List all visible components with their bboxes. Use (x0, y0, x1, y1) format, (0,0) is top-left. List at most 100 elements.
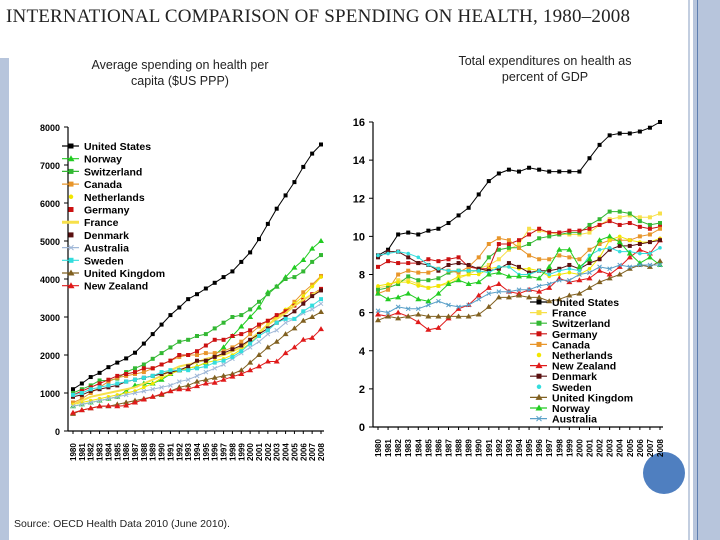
data-point (301, 164, 306, 169)
data-point (426, 257, 431, 262)
data-point (318, 309, 324, 315)
data-point (416, 255, 421, 260)
data-point (506, 167, 511, 172)
x-tick-label: 1986 (434, 439, 443, 457)
data-point (526, 294, 533, 300)
x-tick-label: 1992 (495, 439, 504, 457)
data-point (527, 165, 532, 170)
x-tick-label: 1987 (445, 439, 454, 457)
data-point (256, 339, 262, 345)
data-point (318, 301, 324, 307)
data-point (597, 217, 602, 222)
data-point (202, 380, 209, 386)
data-point (230, 315, 235, 319)
data-point (265, 221, 270, 226)
data-point (203, 332, 208, 337)
data-point (617, 249, 622, 254)
data-point (596, 267, 603, 273)
x-tick-label: 1986 (122, 443, 131, 461)
data-point (567, 255, 572, 260)
legend-label: United Kingdom (552, 392, 633, 404)
data-point (496, 247, 501, 252)
data-point (496, 289, 502, 295)
data-point (319, 288, 323, 293)
data-point (186, 353, 191, 357)
data-point (587, 253, 592, 258)
data-point (416, 284, 421, 288)
data-point (626, 254, 633, 260)
data-point (114, 403, 121, 409)
data-point (536, 331, 542, 337)
data-point (141, 362, 146, 367)
data-point (455, 277, 462, 283)
data-point (194, 383, 200, 389)
x-tick-label: 1984 (104, 443, 113, 461)
data-point (265, 331, 271, 337)
data-point (309, 334, 316, 340)
data-point (426, 228, 431, 233)
x-tick-label: 1989 (465, 439, 474, 457)
data-point (150, 356, 155, 361)
data-point (79, 381, 84, 386)
data-point (596, 237, 603, 243)
data-point (88, 375, 93, 380)
x-tick-label: 1988 (455, 439, 464, 457)
x-tick-label: 2008 (317, 443, 326, 461)
data-point (68, 181, 74, 187)
x-tick-label: 2007 (308, 443, 317, 461)
data-point (446, 268, 451, 273)
data-point (141, 375, 146, 380)
legend-label: Denmark (84, 230, 129, 242)
data-point (506, 238, 511, 243)
data-point (465, 281, 472, 287)
x-tick-label: 1985 (424, 439, 433, 457)
data-point (176, 386, 183, 392)
legend-label: Netherlands (552, 350, 613, 362)
data-point (133, 366, 137, 371)
y-tick-label: 8 (359, 270, 365, 282)
series-new-zealand (70, 326, 324, 415)
data-point (221, 337, 226, 342)
data-point (67, 282, 75, 289)
data-point (202, 376, 209, 382)
data-point (212, 280, 217, 285)
data-point (212, 365, 218, 371)
data-point (658, 211, 662, 216)
data-point (406, 255, 411, 260)
data-point (436, 266, 441, 271)
data-point (176, 379, 182, 384)
data-point (105, 402, 112, 408)
data-point (475, 292, 482, 298)
data-point (238, 323, 245, 329)
data-point (506, 261, 511, 266)
data-point (406, 230, 411, 235)
data-point (168, 368, 173, 373)
data-point (195, 334, 199, 338)
y-tick-label: 0 (55, 427, 60, 437)
data-point (248, 307, 253, 312)
data-point (485, 271, 492, 277)
data-point (658, 246, 662, 250)
series-united-states (376, 120, 662, 258)
data-point (426, 302, 431, 308)
x-tick-label: 1992 (175, 443, 184, 461)
data-point (238, 371, 245, 376)
data-point (536, 275, 543, 281)
x-tick-label: 2000 (575, 439, 584, 457)
data-point (516, 273, 522, 279)
data-point (517, 245, 521, 250)
data-point (133, 350, 137, 355)
x-tick-label: 1995 (202, 443, 211, 461)
data-point (527, 232, 532, 237)
series-united-states (71, 142, 323, 392)
data-point (396, 280, 400, 284)
data-point (221, 362, 226, 367)
data-point (177, 339, 182, 344)
x-tick-label: 2004 (282, 443, 291, 461)
data-point (627, 211, 632, 216)
data-point (658, 221, 662, 226)
y-tick-label: 7000 (40, 161, 60, 171)
data-point (647, 262, 653, 268)
data-point (141, 341, 146, 346)
data-point (203, 364, 208, 369)
